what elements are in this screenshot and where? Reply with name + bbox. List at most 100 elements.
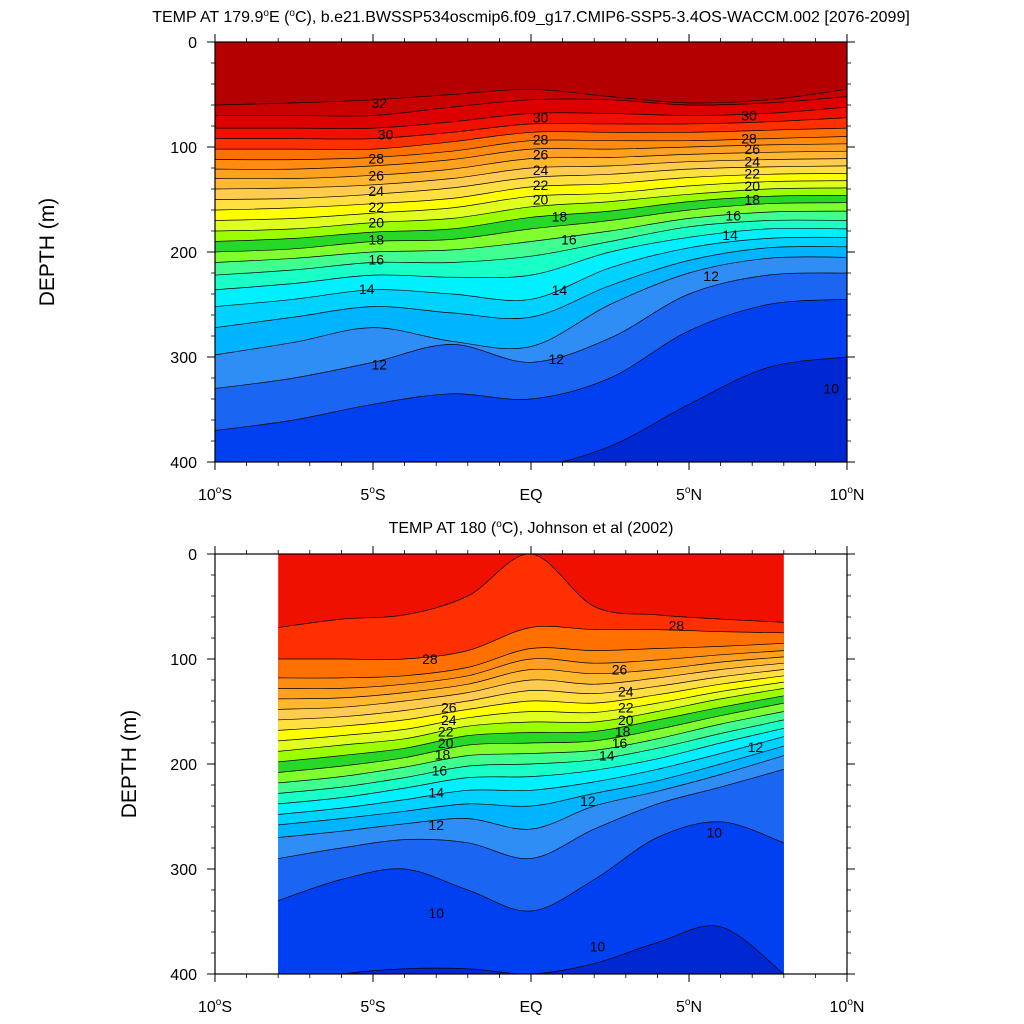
- contour-label-10: 10: [428, 905, 444, 921]
- contour-line-29: [215, 117, 847, 140]
- contour-line-11: [278, 768, 784, 860]
- contour-label-22: 22: [533, 177, 549, 193]
- x-tick-label--10: 10oS: [198, 485, 232, 504]
- contour-label-22: 22: [368, 199, 384, 215]
- contour-line-28: [278, 625, 784, 660]
- contour-label-18: 18: [552, 208, 568, 224]
- contour-line-31: [215, 96, 847, 117]
- contour-label-26: 26: [744, 141, 760, 157]
- contour-line-22: [215, 172, 847, 211]
- contour-label-32: 32: [372, 95, 388, 111]
- contour-line-30: [215, 106, 847, 129]
- contour-label-28: 28: [533, 132, 549, 148]
- y-tick-label-0: 0: [188, 547, 197, 564]
- contour-label-14: 14: [428, 784, 444, 800]
- contour-line-28: [215, 127, 847, 150]
- contour-line-18: [215, 202, 847, 253]
- contour-line-15: [278, 727, 784, 805]
- contour-label-14: 14: [599, 748, 615, 764]
- contour-line-29: [278, 554, 784, 628]
- contour-label-26: 26: [612, 662, 628, 678]
- contour-line-27: [278, 642, 784, 679]
- contour-line-27: [215, 136, 847, 161]
- contour-line-17: [278, 711, 784, 784]
- contour-label-20: 20: [744, 178, 760, 194]
- panel-model-title: TEMP AT 179.9oE (oC), b.e21.BWSSP534oscm…: [152, 8, 910, 26]
- contour-line-10: [278, 821, 784, 912]
- contour-line-16: [215, 219, 847, 276]
- contour-label-14: 14: [552, 282, 568, 298]
- contour-label-18: 18: [615, 724, 631, 740]
- panel-model: TEMP AT 179.9oE (oC), b.e21.BWSSP534oscm…: [36, 8, 910, 504]
- fill-band-below-9: [294, 357, 847, 462]
- contour-label-24: 24: [744, 154, 760, 170]
- contour-label-16: 16: [368, 251, 384, 267]
- contour-label-20: 20: [438, 735, 454, 751]
- contour-line-32: [215, 88, 847, 106]
- contour-line-11: [215, 272, 847, 389]
- contour-label-12: 12: [549, 351, 565, 367]
- x-tick-label--10: 10oS: [198, 997, 232, 1016]
- contour-line-22: [278, 675, 784, 731]
- y-tick-label-100: 100: [170, 652, 197, 669]
- panel-obs-fills: [278, 554, 784, 974]
- x-tick-label-0: EQ: [519, 487, 542, 504]
- contour-line-12: [215, 256, 847, 356]
- contour-line-25: [215, 150, 847, 180]
- contour-label-12: 12: [428, 817, 444, 833]
- y-tick-label-200: 200: [170, 245, 197, 262]
- contour-label-26: 26: [441, 699, 457, 715]
- contour-label-24: 24: [533, 162, 549, 178]
- contour-line-12: [278, 755, 784, 838]
- contour-label-30: 30: [741, 108, 757, 124]
- panel-obs-ylabel: DEPTH (m): [118, 710, 141, 819]
- contour-label-16: 16: [561, 231, 577, 247]
- x-tick-label-10: 10oN: [830, 997, 865, 1016]
- contour-label-16: 16: [612, 735, 628, 751]
- contour-label-28: 28: [669, 617, 685, 633]
- contour-label-18: 18: [435, 747, 451, 763]
- contour-label-10: 10: [823, 381, 839, 397]
- panel-model-fills: [215, 42, 847, 462]
- fill-band-below-9: [341, 925, 784, 974]
- contour-line-23: [278, 669, 784, 721]
- contour-line-20: [215, 187, 847, 232]
- contour-label-20: 20: [618, 712, 634, 728]
- contour-label-28: 28: [368, 151, 384, 167]
- contour-line-24: [215, 158, 847, 190]
- contour-line-20: [278, 688, 784, 752]
- fill-band-below-10: [278, 821, 784, 974]
- x-tick-label-5: 5oN: [676, 997, 702, 1016]
- contour-line-13: [215, 246, 847, 328]
- contour-label-22: 22: [438, 724, 454, 740]
- contour-label-18: 18: [368, 231, 384, 247]
- contour-line-10: [215, 298, 847, 431]
- contour-line-24: [278, 662, 784, 710]
- contour-line-13: [278, 745, 784, 826]
- contour-line-19: [215, 194, 847, 242]
- contour-line-14: [215, 236, 847, 307]
- panel-obs-title: TEMP AT 180 (oC), Johnson et al (2002): [389, 519, 674, 537]
- contour-label-10: 10: [590, 939, 606, 955]
- contour-line-23: [215, 165, 847, 200]
- contour-label-26: 26: [368, 167, 384, 183]
- contour-line-16: [278, 719, 784, 794]
- y-tick-label-200: 200: [170, 757, 197, 774]
- contour-line-19: [278, 695, 784, 763]
- contour-label-24: 24: [618, 684, 634, 700]
- contour-line-18: [278, 702, 784, 773]
- x-tick-label--5: 5oS: [360, 485, 385, 504]
- contour-line-26: [215, 143, 847, 170]
- y-tick-label-0: 0: [188, 35, 197, 52]
- x-tick-label-0: EQ: [519, 999, 542, 1016]
- y-tick-label-400: 400: [170, 455, 197, 472]
- contour-line-15: [215, 227, 847, 291]
- contour-label-12: 12: [372, 356, 388, 372]
- contour-label-24: 24: [368, 183, 384, 199]
